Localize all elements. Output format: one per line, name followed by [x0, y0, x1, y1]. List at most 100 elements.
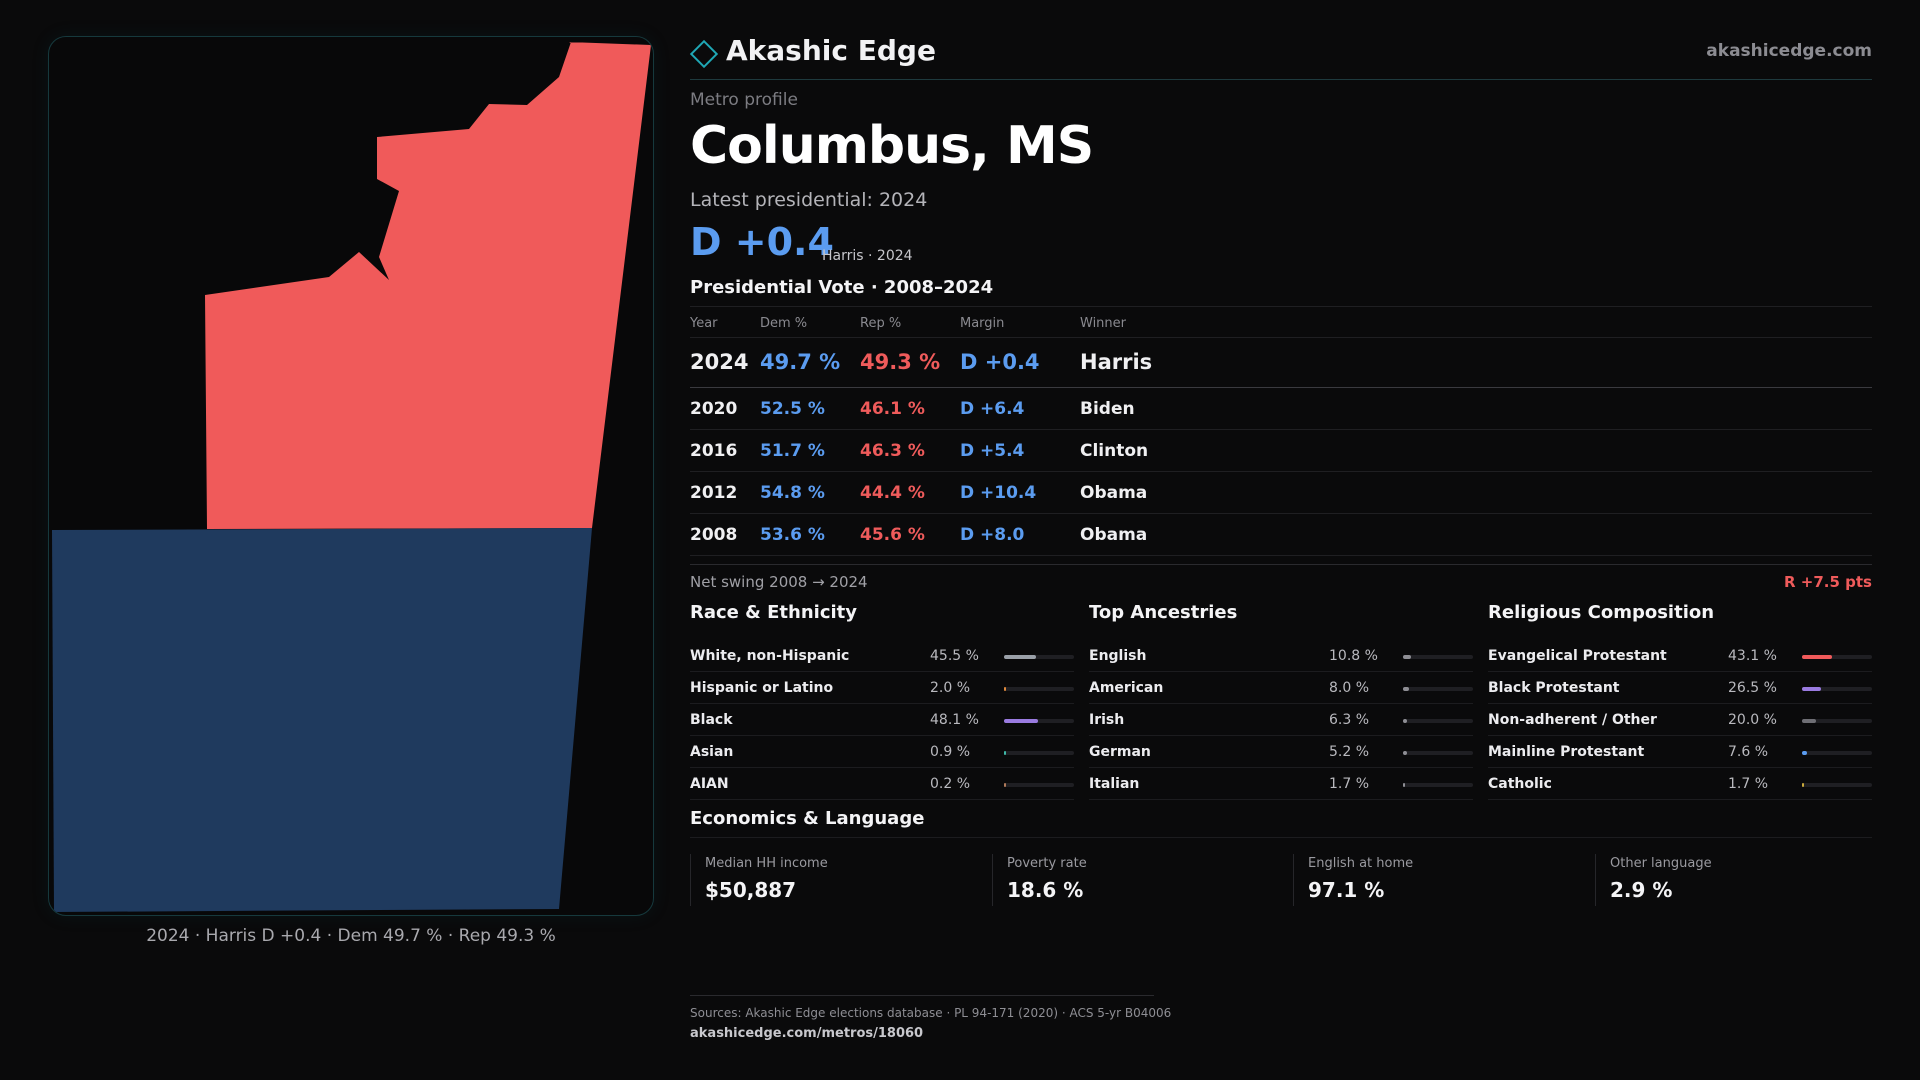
- religious-composition-title: Religious Composition: [1488, 602, 1715, 623]
- bar-track: [1004, 687, 1074, 691]
- econ-value: 18.6 %: [1007, 878, 1084, 902]
- bar-track: [1004, 655, 1074, 659]
- cell-year: 2020: [690, 399, 738, 419]
- cell-rep: 45.6 %: [860, 525, 925, 545]
- item-label: Italian: [1089, 776, 1140, 792]
- cell-rep: 46.3 %: [860, 441, 925, 461]
- page-title: Columbus, MS: [690, 116, 1094, 176]
- cell-margin: D +8.0: [960, 525, 1025, 545]
- bar-fill: [1802, 687, 1821, 691]
- net-swing-value: R +7.5 pts: [1784, 573, 1872, 591]
- race-ethnicity-title: Race & Ethnicity: [690, 602, 857, 623]
- table-row: 2020 52.5 % 46.1 % D +6.4 Biden: [690, 388, 1872, 430]
- cell-margin: D +6.4: [960, 399, 1025, 419]
- religious-composition-section: Religious Composition Evangelical Protes…: [1488, 602, 1872, 800]
- bar-fill: [1802, 719, 1816, 723]
- item-label: German: [1089, 744, 1151, 760]
- col-year: Year: [690, 316, 718, 331]
- econ-cell-median-income: Median HH income $50,887: [690, 854, 980, 906]
- bar-track: [1802, 655, 1872, 659]
- list-item: Italian 1.7 %: [1089, 768, 1473, 800]
- brand-header: Akashic Edge akashicedge.com: [689, 34, 1872, 80]
- econ-label: English at home: [1308, 856, 1414, 871]
- econ-label: Other language: [1610, 856, 1712, 871]
- profile-content: Akashic Edge akashicedge.com Metro profi…: [689, 0, 1872, 1080]
- bar-fill: [1403, 719, 1408, 723]
- econ-cell-other-language: Other language 2.9 %: [1595, 854, 1872, 906]
- table-row: 2008 53.6 % 45.6 % D +8.0 Obama: [690, 514, 1872, 556]
- item-label: English: [1089, 648, 1147, 664]
- item-value: 8.0 %: [1329, 680, 1370, 696]
- footer-url-link[interactable]: akashicedge.com/metros/18060: [690, 1026, 924, 1041]
- bar-track: [1802, 719, 1872, 723]
- bar-track: [1004, 751, 1074, 755]
- item-value: 43.1 %: [1728, 648, 1777, 664]
- bar-track: [1802, 751, 1872, 755]
- cell-year: 2024: [690, 350, 749, 374]
- item-label: American: [1089, 680, 1164, 696]
- map-caption: 2024 · Harris D +0.4 · Dem 49.7 % · Rep …: [146, 926, 556, 946]
- table-row: 2024 49.7 % 49.3 % D +0.4 Harris: [690, 338, 1872, 388]
- econ-label: Poverty rate: [1007, 856, 1087, 871]
- item-label: Black Protestant: [1488, 680, 1620, 696]
- economics-grid: Median HH income $50,887 Poverty rate 18…: [690, 854, 1872, 906]
- cell-year: 2008: [690, 525, 738, 545]
- cell-dem: 52.5 %: [760, 399, 825, 419]
- item-label: Non-adherent / Other: [1488, 712, 1657, 728]
- item-value: 10.8 %: [1329, 648, 1378, 664]
- top-ancestries-section: Top Ancestries English 10.8 % American 8.0 …: [1089, 602, 1473, 800]
- cell-dem: 51.7 %: [760, 441, 825, 461]
- bar-track: [1802, 687, 1872, 691]
- econ-value: $50,887: [705, 878, 797, 902]
- bar-fill: [1004, 655, 1036, 659]
- bar-track: [1403, 783, 1473, 787]
- item-value: 48.1 %: [930, 712, 979, 728]
- cell-margin: D +0.4: [960, 350, 1040, 374]
- item-value: 1.7 %: [1728, 776, 1769, 792]
- list-item: Black Protestant 26.5 %: [1488, 672, 1872, 704]
- top-ancestries-title: Top Ancestries: [1089, 602, 1238, 623]
- bar-track: [1403, 655, 1473, 659]
- bar-track: [1403, 719, 1473, 723]
- item-label: AIAN: [690, 776, 729, 792]
- cell-year: 2012: [690, 483, 738, 503]
- econ-cell-poverty-rate: Poverty rate 18.6 %: [992, 854, 1282, 906]
- list-item: German 5.2 %: [1089, 736, 1473, 768]
- page-eyebrow: Metro profile: [690, 90, 798, 110]
- latest-presidential-label: Latest presidential: 2024: [690, 189, 928, 211]
- metro-map: [48, 36, 654, 916]
- bar-fill: [1004, 751, 1006, 755]
- headline-margin-sub: Harris · 2024: [822, 248, 913, 264]
- cell-winner: Obama: [1080, 483, 1148, 503]
- bar-fill: [1802, 655, 1833, 659]
- list-item: AIAN 0.2 %: [690, 768, 1074, 800]
- item-label: Mainline Protestant: [1488, 744, 1645, 760]
- bar-fill: [1403, 687, 1409, 691]
- item-label: Irish: [1089, 712, 1125, 728]
- item-label: Asian: [690, 744, 734, 760]
- cell-winner: Obama: [1080, 525, 1148, 545]
- list-item: Evangelical Protestant 43.1 %: [1488, 640, 1872, 672]
- item-value: 5.2 %: [1329, 744, 1370, 760]
- headline-margin: D +0.4: [690, 220, 834, 264]
- econ-label: Median HH income: [705, 856, 828, 871]
- item-label: Catholic: [1488, 776, 1552, 792]
- logo-diamond-icon: [689, 39, 719, 69]
- cell-rep: 46.1 %: [860, 399, 925, 419]
- list-item: American 8.0 %: [1089, 672, 1473, 704]
- col-rep: Rep %: [860, 316, 902, 331]
- brand-url-link[interactable]: akashicedge.com: [1706, 41, 1872, 61]
- cell-winner: Biden: [1080, 399, 1135, 419]
- item-value: 0.9 %: [930, 744, 971, 760]
- bar-track: [1403, 751, 1473, 755]
- bar-fill: [1802, 751, 1808, 755]
- bar-track: [1004, 719, 1074, 723]
- list-item: Catholic 1.7 %: [1488, 768, 1872, 800]
- cell-year: 2016: [690, 441, 738, 461]
- econ-value: 97.1 %: [1308, 878, 1385, 902]
- list-item: Hispanic or Latino 2.0 %: [690, 672, 1074, 704]
- list-item: Non-adherent / Other 20.0 %: [1488, 704, 1872, 736]
- econ-cell-english-home: English at home 97.1 %: [1293, 854, 1583, 906]
- footer-divider: [690, 995, 1154, 996]
- bar-fill: [1004, 687, 1006, 691]
